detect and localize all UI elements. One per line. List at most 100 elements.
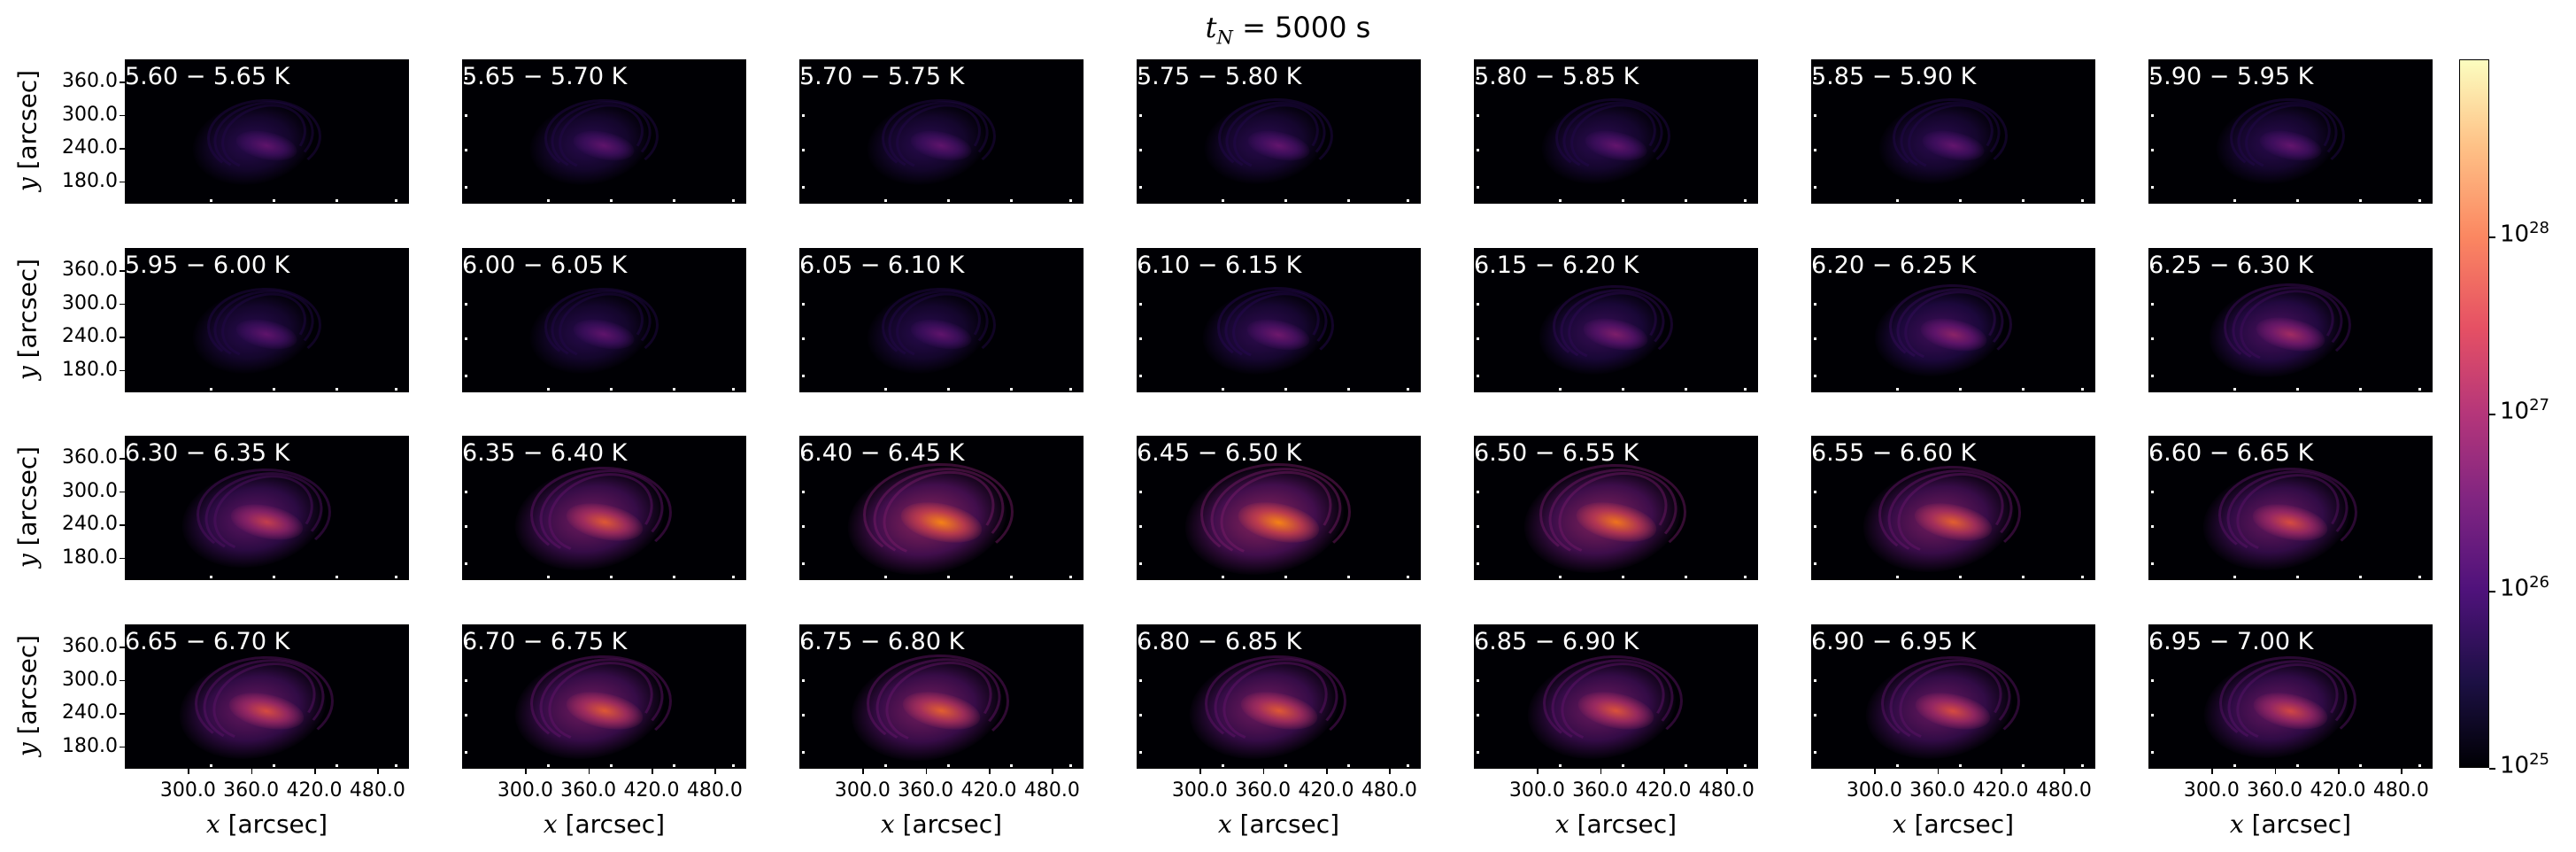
xtick-dot <box>210 199 213 202</box>
xtick-dot <box>731 199 735 202</box>
xtick-dot <box>1958 576 1962 578</box>
x-tick-mark <box>862 769 864 774</box>
x-axis-unit: [arcsec] <box>557 809 666 839</box>
y-axis-label: y [arcsec] <box>13 418 42 595</box>
xtick-dot <box>609 576 613 578</box>
panel-temperature-label: 5.70 − 5.75 K <box>799 63 965 90</box>
xtick-dot <box>1743 199 1747 202</box>
heatmap-panel: 6.10 − 6.15 K <box>1137 248 1421 392</box>
x-axis-variable: x <box>2229 809 2244 839</box>
xtick-dot <box>2021 576 2025 578</box>
xtick-dot <box>272 388 275 391</box>
colorbar-tick-label: 1028 <box>2500 219 2549 248</box>
xtick-dot <box>731 576 735 578</box>
ytick-dot <box>802 302 805 306</box>
xtick-dot <box>2358 576 2362 578</box>
xtick-dot <box>1743 388 1747 391</box>
ytick-dot <box>465 375 467 378</box>
y-tick-label: 180.0 <box>62 169 118 192</box>
ytick-dot <box>1477 453 1479 456</box>
ytick-dot <box>2151 490 2154 493</box>
colorbar-tick-exponent: 27 <box>2529 396 2549 414</box>
ytick-dot <box>465 562 467 566</box>
x-tick-mark <box>377 769 379 774</box>
ytick-dot <box>1139 186 1142 190</box>
x-tick-label: 480.0 <box>2035 779 2092 802</box>
panel-temperature-label: 6.35 − 6.40 K <box>462 439 628 467</box>
x-tick-mark <box>314 769 316 774</box>
heatmap-panel: 5.75 − 5.80 K <box>1137 59 1421 204</box>
y-tick-mark <box>120 181 125 183</box>
y-tick-mark <box>120 148 125 150</box>
x-tick-mark <box>525 769 527 774</box>
xtick-dot <box>1284 764 1287 767</box>
x-axis-unit: [arcsec] <box>1569 809 1677 839</box>
ytick-dot <box>2151 337 2154 341</box>
title-rest: = 5000 s <box>1232 11 1371 44</box>
xtick-dot <box>2080 764 2084 767</box>
ytick-dot <box>802 641 805 645</box>
y-tick-label: 180.0 <box>62 734 118 757</box>
ytick-dot <box>2151 714 2154 717</box>
xtick-dot <box>609 764 613 767</box>
panel-temperature-label: 6.95 − 7.00 K <box>2148 628 2314 655</box>
xtick-dot <box>672 388 675 391</box>
panel-temperature-label: 6.20 − 6.25 K <box>1811 252 1977 279</box>
xtick-dot <box>2358 199 2362 202</box>
xtick-dot <box>884 576 888 578</box>
ytick-dot <box>2151 265 2154 268</box>
x-tick-mark <box>1199 769 1201 774</box>
xtick-dot <box>2295 388 2299 391</box>
ytick-dot <box>1139 113 1142 117</box>
ytick-dot <box>1477 751 1479 755</box>
ytick-dot <box>1814 751 1816 755</box>
xtick-dot <box>609 199 613 202</box>
panel-temperature-label: 6.50 − 6.55 K <box>1474 439 1639 467</box>
xtick-dot <box>1958 199 1962 202</box>
y-axis-label: y [arcsec] <box>13 42 42 219</box>
x-tick-mark <box>1726 769 1728 774</box>
ytick-dot <box>465 525 467 529</box>
ytick-dot <box>465 337 467 341</box>
ytick-dot <box>1139 453 1142 456</box>
xtick-dot <box>272 199 275 202</box>
x-tick-label: 360.0 <box>2247 779 2303 802</box>
title-variable: t <box>1205 11 1217 44</box>
xtick-dot <box>2233 199 2237 202</box>
xtick-dot <box>1621 576 1624 578</box>
xtick-dot <box>1068 199 1072 202</box>
xtick-dot <box>547 199 551 202</box>
heatmap-panel: 5.85 − 5.90 K <box>1811 59 2095 204</box>
ytick-dot <box>465 113 467 117</box>
x-axis-variable: x <box>880 809 895 839</box>
x-axis-label: x [arcsec] <box>1475 809 1758 839</box>
ytick-dot <box>1477 337 1479 341</box>
panel-temperature-label: 6.60 − 6.65 K <box>2148 439 2314 467</box>
ytick-dot <box>802 562 805 566</box>
xtick-dot <box>1284 388 1287 391</box>
y-axis-label: y [arcsec] <box>13 230 42 407</box>
panel-temperature-label: 6.40 − 6.45 K <box>799 439 965 467</box>
ytick-dot <box>1139 678 1142 682</box>
ytick-dot <box>1477 375 1479 378</box>
x-axis-unit: [arcsec] <box>1906 809 2015 839</box>
title-subscript: N <box>1216 27 1233 49</box>
y-tick-mark <box>120 303 125 306</box>
heatmap-panel: 6.85 − 6.90 K <box>1474 624 1758 769</box>
y-tick-label: 360.0 <box>62 446 118 469</box>
x-tick-mark <box>714 769 716 774</box>
ytick-dot <box>465 751 467 755</box>
x-tick-mark <box>2338 769 2340 774</box>
ytick-dot <box>1477 490 1479 493</box>
y-axis-label: y [arcsec] <box>13 607 42 784</box>
x-tick-mark <box>989 769 991 774</box>
y-tick-label: 300.0 <box>62 103 118 126</box>
ytick-dot <box>1477 714 1479 717</box>
xtick-dot <box>1222 199 1225 202</box>
heatmap-panel: 5.80 − 5.85 K <box>1474 59 1758 204</box>
heatmap-panel: 6.75 − 6.80 K <box>799 624 1084 769</box>
heatmap-panel: 6.00 − 6.05 K <box>462 248 746 392</box>
ytick-dot <box>1814 525 1816 529</box>
y-tick-label: 240.0 <box>62 701 118 724</box>
